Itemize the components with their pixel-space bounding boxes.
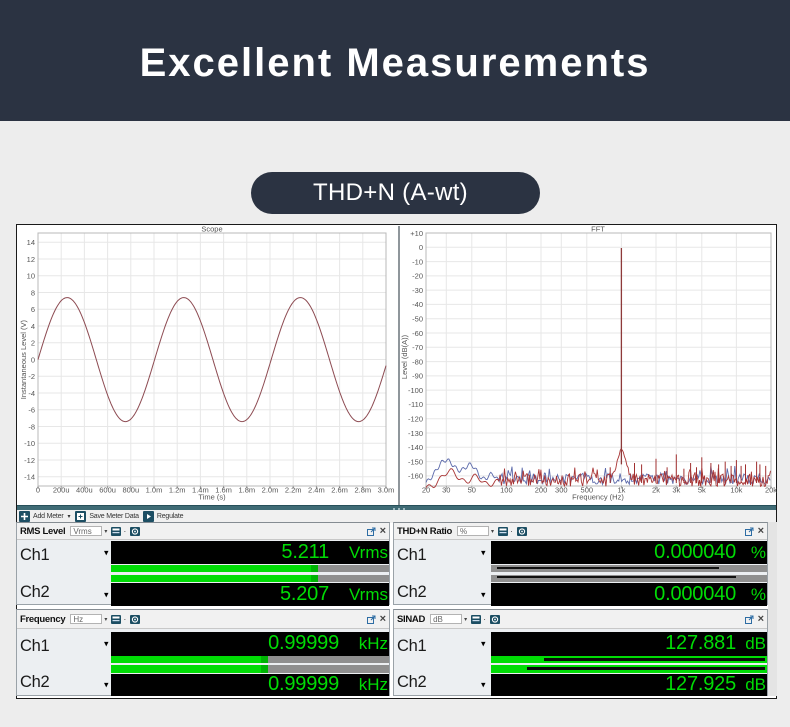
svg-text:100: 100 <box>500 486 513 495</box>
svg-text:Frequency (Hz): Frequency (Hz) <box>572 493 624 502</box>
svg-text:10k: 10k <box>730 486 742 495</box>
svg-text:1.8m: 1.8m <box>238 486 255 495</box>
svg-text:6: 6 <box>31 305 35 314</box>
svg-text:30: 30 <box>442 486 450 495</box>
svg-text:0: 0 <box>419 243 423 252</box>
svg-text:1.6m: 1.6m <box>215 486 232 495</box>
svg-text:14: 14 <box>27 238 35 247</box>
svg-text:-10: -10 <box>412 257 423 266</box>
svg-text:-110: -110 <box>409 400 423 409</box>
svg-text:200u: 200u <box>53 486 70 495</box>
svg-text:8: 8 <box>31 288 35 297</box>
svg-text:5k: 5k <box>698 486 706 495</box>
svg-text:2k: 2k <box>652 486 660 495</box>
svg-text:2.4m: 2.4m <box>308 486 325 495</box>
svg-text:2.2m: 2.2m <box>285 486 302 495</box>
svg-text:2: 2 <box>31 339 35 348</box>
svg-text:4: 4 <box>31 322 35 331</box>
svg-text:10: 10 <box>27 272 35 281</box>
svg-text:200: 200 <box>535 486 548 495</box>
svg-text:1.2m: 1.2m <box>169 486 186 495</box>
svg-text:-130: -130 <box>408 429 423 438</box>
svg-text:-140: -140 <box>408 443 423 452</box>
svg-text:-8: -8 <box>28 422 35 431</box>
svg-text:-30: -30 <box>412 286 423 295</box>
svg-text:3k: 3k <box>672 486 680 495</box>
svg-text:-120: -120 <box>408 415 423 424</box>
svg-text:300: 300 <box>555 486 568 495</box>
svg-text:20k: 20k <box>765 486 777 495</box>
svg-text:2.0m: 2.0m <box>262 486 279 495</box>
svg-text:Level (dB(A)): Level (dB(A)) <box>401 334 409 379</box>
svg-text:3.0m: 3.0m <box>378 486 395 495</box>
svg-text:1.4m: 1.4m <box>192 486 209 495</box>
svg-text:-6: -6 <box>28 406 35 415</box>
svg-text:0: 0 <box>36 486 40 495</box>
svg-text:-20: -20 <box>412 272 423 281</box>
svg-text:-10: -10 <box>24 439 35 448</box>
svg-text:-60: -60 <box>412 329 423 338</box>
svg-text:FFT: FFT <box>591 225 605 234</box>
svg-text:500: 500 <box>581 486 594 495</box>
svg-text:-160: -160 <box>408 472 423 481</box>
svg-text:-90: -90 <box>412 372 423 381</box>
svg-text:-12: -12 <box>24 456 35 465</box>
svg-text:600u: 600u <box>99 486 116 495</box>
svg-text:+10: +10 <box>410 229 423 238</box>
svg-text:0: 0 <box>31 355 35 364</box>
svg-text:-50: -50 <box>412 315 423 324</box>
svg-text:-2: -2 <box>28 372 35 381</box>
svg-text:-70: -70 <box>412 343 423 352</box>
svg-text:-4: -4 <box>28 389 35 398</box>
svg-text:800u: 800u <box>122 486 139 495</box>
svg-text:-14: -14 <box>24 473 35 482</box>
svg-text:-100: -100 <box>408 386 423 395</box>
svg-text:-80: -80 <box>412 357 423 366</box>
svg-text:Time (s): Time (s) <box>198 493 226 502</box>
svg-text:50: 50 <box>468 486 476 495</box>
svg-text:2.6m: 2.6m <box>331 486 348 495</box>
svg-text:-40: -40 <box>412 300 423 309</box>
svg-text:2.8m: 2.8m <box>354 486 371 495</box>
svg-text:Scope: Scope <box>201 225 222 234</box>
svg-text:20: 20 <box>422 486 430 495</box>
svg-text:1.0m: 1.0m <box>146 486 163 495</box>
svg-text:Instantaneous Level (V): Instantaneous Level (V) <box>19 319 28 399</box>
svg-text:12: 12 <box>27 255 35 264</box>
svg-text:1k: 1k <box>617 486 625 495</box>
svg-text:400u: 400u <box>76 486 93 495</box>
svg-text:-150: -150 <box>408 457 423 466</box>
